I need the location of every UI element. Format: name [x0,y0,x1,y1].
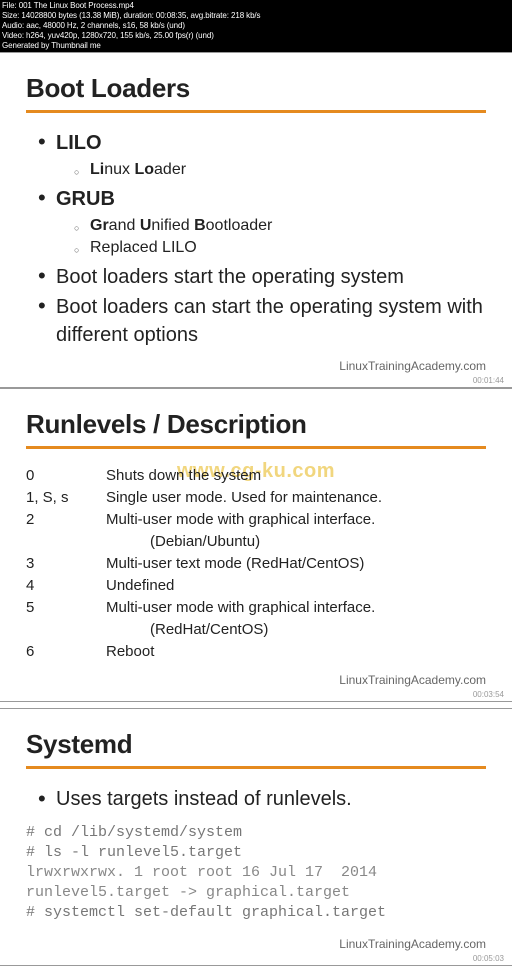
slide-systemd: Systemd Uses targets instead of runlevel… [0,708,512,966]
bullet-list: LILO Linux Loader GRUB Grand Unified Boo… [26,129,486,349]
bullet-list: Uses targets instead of runlevels. [26,785,486,813]
sub-item: Replaced LILO [74,237,486,259]
video-metadata-strip: File: 001 The Linux Boot Process.mp4 Siz… [0,0,512,52]
table-row: 2Multi-user mode with graphical interfac… [26,509,382,553]
timestamp: 00:01:44 [473,376,504,385]
meta-line: File: 001 The Linux Boot Process.mp4 [2,1,510,11]
table-row: 6Reboot [26,641,382,663]
list-item: Boot loaders can start the operating sys… [38,293,486,349]
footer-text: LinuxTrainingAcademy.com [339,359,486,373]
table-row: 0Shuts down the system [26,465,382,487]
slide-footer: LinuxTrainingAcademy.com 00:05:03 [26,937,486,951]
list-item: GRUB Grand Unified Bootloader Replaced L… [38,185,486,259]
list-item: Boot loaders start the operating system [38,263,486,291]
table-row: 5Multi-user mode with graphical interfac… [26,597,382,641]
table-row: 3Multi-user text mode (RedHat/CentOS) [26,553,382,575]
meta-line: Audio: aac, 48000 Hz, 2 channels, s16, 5… [2,21,510,31]
timestamp: 00:03:54 [473,690,504,699]
sub-item: Linux Loader [74,159,486,181]
meta-line: Size: 14028800 bytes (13.38 MiB), durati… [2,11,510,21]
slide-runlevels: Runlevels / Description 0Shuts down the … [0,388,512,702]
footer-text: LinuxTrainingAcademy.com [339,937,486,951]
list-item-label: GRUB [56,188,115,210]
meta-line: Generated by Thumbnail me [2,41,510,51]
slide-title: Systemd [26,729,486,769]
timestamp: 00:05:03 [473,954,504,963]
slide-title: Boot Loaders [26,73,486,113]
slide-boot-loaders: Boot Loaders LILO Linux Loader GRUB Gran… [0,52,512,388]
terminal-block: # cd /lib/systemd/system # ls -l runleve… [26,823,486,923]
list-item: LILO Linux Loader [38,129,486,181]
table-row: 4Undefined [26,575,382,597]
list-item-label: LILO [56,132,102,154]
meta-line: Video: h264, yuv420p, 1280x720, 155 kb/s… [2,31,510,41]
list-item: Uses targets instead of runlevels. [38,785,486,813]
table-row: 1, S, sSingle user mode. Used for mainte… [26,487,382,509]
slide-footer: LinuxTrainingAcademy.com 00:01:44 [26,359,486,373]
slide-footer: LinuxTrainingAcademy.com 00:03:54 [26,673,486,687]
sub-item: Grand Unified Bootloader [74,215,486,237]
footer-text: LinuxTrainingAcademy.com [339,673,486,687]
slide-title: Runlevels / Description [26,409,486,449]
runlevels-table: 0Shuts down the system 1, S, sSingle use… [26,465,382,663]
